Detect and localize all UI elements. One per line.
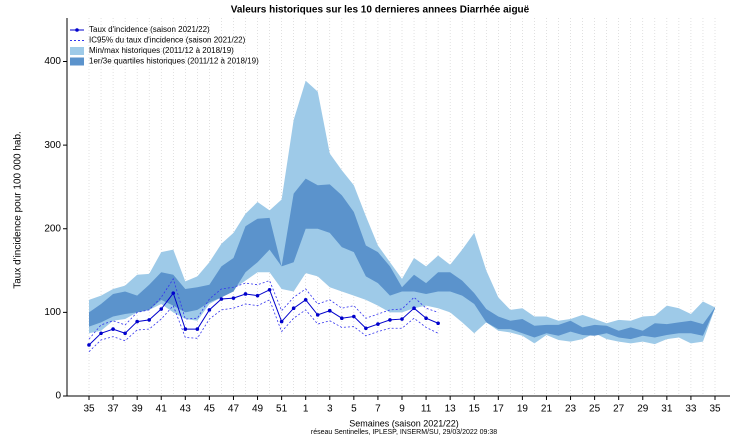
point [183,327,188,331]
x-tick-label: 13 [445,404,457,415]
x-tick-label: 45 [204,404,216,415]
point [87,343,91,347]
x-tick-label: 3 [327,404,333,415]
x-tick-label: 11 [421,404,432,415]
legend-label: 1er/3e quartiles historiques (2011/12 à … [89,57,259,66]
point [388,318,392,322]
point [231,296,236,300]
point [243,292,248,296]
x-tick-label: 41 [156,404,168,415]
point [135,319,139,324]
x-tick-label: 19 [517,404,529,415]
point [147,318,151,322]
x-tick-label: 35 [83,404,95,415]
x-tick-label: 43 [180,404,192,415]
x-tick-label: 49 [252,404,264,415]
y-tick-label: 0 [55,391,61,402]
point [340,316,344,321]
x-tick-label: 51 [276,404,288,415]
x-tick-label: 27 [613,404,625,415]
point [303,298,308,302]
point [364,326,368,331]
source: réseau Sentinelles, IPLESP, INSERM/SU, 2… [311,429,497,436]
point [279,319,284,324]
legend-label: Min/max historiques (2011/12 à 2018/19) [89,46,234,55]
point [400,317,404,321]
point [352,314,356,319]
x-tick-label: 23 [565,404,577,415]
point [255,293,260,298]
x-tick-label: 9 [399,404,405,415]
point [267,287,272,292]
point [376,322,380,326]
point [111,327,115,331]
y-tick-label: 300 [44,140,61,151]
x-tick-label: 31 [661,404,673,415]
x-tick-label: 5 [351,404,357,415]
x-tick-label: 39 [132,404,144,415]
x-tick-label: 17 [493,404,505,415]
x-tick-label: 35 [709,404,721,415]
point [159,307,164,311]
x-tick-label: 1 [303,404,309,415]
legend-swatch [70,47,84,55]
y-tick-label: 400 [44,56,61,67]
x-tick-label: 33 [685,404,697,415]
y-tick-label: 200 [44,223,61,234]
line [88,289,439,346]
x-tick-label: 15 [469,404,481,415]
point [195,327,200,331]
legend-swatch [70,57,84,66]
legend-label: Taux d'incidence (saison 2021/22) [89,25,210,34]
point [99,331,103,336]
point [327,308,332,313]
y-tick-label: 100 [44,307,61,318]
point [412,306,416,310]
legend-swatch [75,28,79,32]
x-axis-label: Semaines (saison 2021/22) [349,418,459,428]
point [123,331,127,336]
line [88,299,439,352]
y-axis-label: Taux d'incidence pour 100 000 hab. [13,131,24,289]
x-tick-label: 47 [228,404,240,415]
band [89,80,715,345]
point [291,306,296,310]
x-tick-label: 29 [637,404,649,415]
chart-title: Valeurs historiques sur les 10 dernieres… [231,5,530,16]
legend-label: IC95% du taux d'incidence (saison 2021/2… [89,36,246,45]
point [171,291,176,295]
x-tick-label: 21 [541,404,553,415]
point [219,297,224,301]
x-tick-label: 37 [108,404,120,415]
x-tick-label: 7 [375,404,381,415]
point [424,316,428,321]
x-tick-label: 25 [589,404,601,415]
point [436,321,440,326]
line [88,277,439,340]
point [207,308,212,312]
point [315,313,320,317]
